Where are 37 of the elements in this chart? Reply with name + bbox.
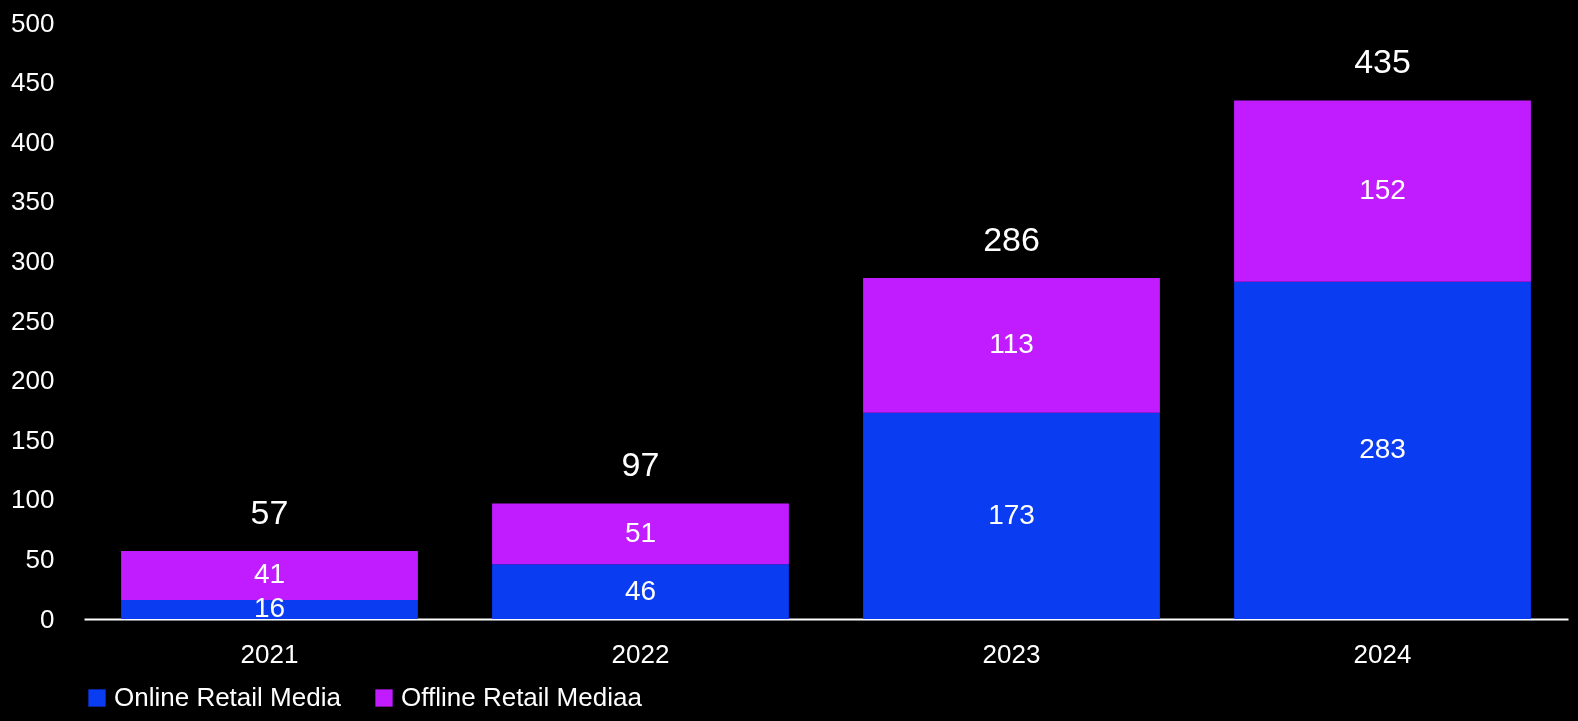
x-tick-label: 2021 <box>240 638 299 669</box>
x-tick-label: 2022 <box>611 638 670 669</box>
y-tick-label: 250 <box>11 305 55 336</box>
bar <box>1234 100 1531 282</box>
y-tick-label: 350 <box>11 186 55 217</box>
total-label: 97 <box>621 445 660 484</box>
bar <box>121 599 418 619</box>
y-tick-label: 200 <box>11 365 55 396</box>
y-tick-label: 450 <box>11 67 55 98</box>
x-tick-label: 2023 <box>982 638 1041 669</box>
bar <box>492 564 789 619</box>
legend-label: Offline Retail Mediaa <box>401 682 643 712</box>
data-label: 113 <box>989 328 1034 360</box>
y-tick-label: 50 <box>25 543 55 574</box>
data-label: 152 <box>1359 174 1406 206</box>
data-label: 173 <box>988 498 1035 530</box>
y-tick-label: 0 <box>40 603 55 634</box>
bar <box>121 551 418 600</box>
total-label: 57 <box>250 493 289 532</box>
data-label: 16 <box>253 592 286 624</box>
data-label: 41 <box>253 558 286 590</box>
y-tick-label: 300 <box>11 245 55 276</box>
y-tick-label: 100 <box>11 484 55 515</box>
bar <box>1234 281 1531 619</box>
legend-label: Online Retail Media <box>114 682 342 712</box>
data-label: 46 <box>624 574 657 606</box>
bar <box>863 278 1160 413</box>
x-tick-label: 2024 <box>1353 638 1412 669</box>
total-label: 286 <box>983 220 1040 259</box>
total-label: 435 <box>1354 42 1411 81</box>
bar <box>863 412 1160 619</box>
y-tick-label: 400 <box>11 126 55 157</box>
data-label: 51 <box>624 516 657 548</box>
y-tick-label: 150 <box>11 424 55 455</box>
bar <box>492 503 789 565</box>
data-label: 283 <box>1359 433 1406 465</box>
y-tick-label: 500 <box>11 7 55 38</box>
